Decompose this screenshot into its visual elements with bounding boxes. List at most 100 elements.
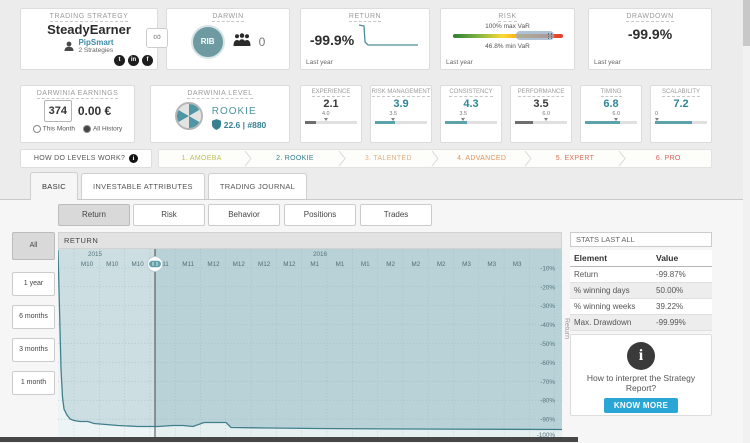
attribute-fill [305,121,316,124]
chart-title-bar: RETURN [58,232,562,249]
svg-text:M1: M1 [310,261,319,268]
facebook-icon[interactable]: f [142,55,153,66]
community-average-label: 3.5 [459,111,468,117]
var-grip-icon [547,32,552,39]
svg-text:M2: M2 [386,261,395,268]
vertical-scrollbar-thumb[interactable] [743,0,750,46]
svg-text:-60%: -60% [540,360,555,367]
svg-text:M1: M1 [336,261,345,268]
stats-table: Element Value Return -99.87% % winning day… [570,250,712,331]
stats-table-header: Element Value [570,250,712,267]
tab-investable-attributes[interactable]: INVESTABLE ATTRIBUTES [81,173,205,199]
table-row: % winning days 50.00% [570,283,712,299]
level-step-rookie[interactable]: 2. ROOKIE [276,155,314,162]
svg-text:M3: M3 [462,261,471,268]
linkedin-icon[interactable]: in [128,55,139,66]
svg-text:M10: M10 [131,261,144,268]
risk-gradient-bar [452,34,563,38]
darwin-badge[interactable]: RIB [190,25,225,59]
level-score-value: 22.6 | #880 [223,120,267,130]
link-strategy-darwin-button[interactable]: ∞ [146,28,168,48]
period-label: Last year [446,59,473,66]
table-row: Max. Drawdown -99.99% [570,315,712,331]
strategies-count: 2 Strategies [78,47,114,54]
subtab-positions[interactable]: Positions [284,204,356,226]
attribute-track [305,121,357,124]
var-range-handle[interactable] [516,31,554,40]
community-average-label: 0 [655,111,659,117]
trading-strategy-card: TRADING STRATEGY SteadyEarner PipSmart 2… [20,8,158,70]
community-average-label: 6.0 [612,111,621,117]
twitter-icon[interactable]: t [114,55,125,66]
svg-text:M12: M12 [283,261,296,268]
community-average-label: 4.0 [321,111,330,117]
darwinia-level-card: DARWINIA LEVEL ROOKIE 22.6 | #880 [150,85,290,143]
horizontal-scrollbar[interactable] [0,437,578,442]
attribute-fill [375,121,396,124]
var-slider[interactable] [452,31,563,40]
level-step-expert[interactable]: 5. EXPERT [555,155,595,162]
attribute-value: 3.9 [393,98,409,110]
card-title: DARWIN [212,13,244,22]
filter-6-months[interactable]: 6 months [12,305,55,329]
know-more-button[interactable]: KNOW MORE [603,398,679,414]
shield-icon [211,118,221,132]
chevron-right-icon [618,150,626,167]
return-line [57,249,563,431]
subtab-risk[interactable]: Risk [133,204,205,226]
filter-3-months[interactable]: 3 months [12,338,55,362]
attribute-card-experience: EXPERIENCE 2.1 4.0 [300,85,362,143]
min-var-label: 46.8% min VaR [485,43,530,50]
chevron-right-icon [338,150,346,167]
attribute-track [655,121,707,124]
filter-all[interactable]: All [12,232,55,260]
trader-avatar-icon [64,38,74,56]
level-step-amoeba[interactable]: 1. AMOEBA [181,155,222,162]
x-axis-labels: M10 M10 M10 M11 M11 M12 M12 M12 M12 M1 M1 M1 M2 M2 M2 M… [81,261,522,268]
svg-text:M12: M12 [258,261,271,268]
chart-cursor-handle[interactable] [147,256,163,272]
earnings-amount: 0.00 € [77,104,112,118]
attribute-card-timing: TIMING 6.8 6.0 [580,85,642,143]
this-month-radio[interactable]: This Month [32,125,75,133]
card-title: DARWINIA LEVEL [187,90,253,99]
subtab-behavior[interactable]: Behavior [208,204,280,226]
attribute-fill [585,121,621,124]
level-step-pro[interactable]: 6. PRO [655,155,681,162]
community-average-marker [544,117,549,121]
level-pie-icon [174,101,204,136]
community-average-label: 6.0 [542,111,551,117]
tab-trading-journal[interactable]: TRADING JOURNAL [207,173,308,199]
level-step-talented[interactable]: 3. TALENTED [364,155,412,162]
svg-text:M11: M11 [157,261,169,268]
svg-text:M10: M10 [106,261,119,268]
chevron-right-icon [524,150,532,167]
card-title: RETURN [348,13,382,22]
attribute-track [585,121,637,124]
filter-1-month[interactable]: 1 month [12,371,55,395]
svg-text:-100%: -100% [537,432,556,438]
subtab-trades[interactable]: Trades [360,204,432,226]
card-title: RISK [498,13,517,22]
svg-text:-90%: -90% [540,417,555,424]
investors-icon [233,33,251,51]
chevron-right-icon [244,150,252,167]
vertical-scrollbar[interactable] [743,0,750,443]
drawdown-card: DRAWDOWN -99.9% Last year [588,8,712,70]
filter-1-year[interactable]: 1 year [12,272,55,296]
help-text: How to interpret the Strategy Report? [586,373,696,394]
year-label: 2015 [88,251,103,258]
attribute-value: 7.2 [673,98,689,110]
card-title: TRADING STRATEGY [49,13,129,22]
attribute-track [445,121,497,124]
svg-text:M12: M12 [207,261,220,268]
level-step-advanced[interactable]: 4. ADVANCED [457,155,507,162]
subtab-return[interactable]: Return [58,204,130,226]
all-history-radio[interactable]: All History [82,125,122,133]
attribute-fill [515,121,534,124]
tab-basic[interactable]: BASIC [30,172,79,200]
return-area [58,249,562,430]
how-do-levels-work-button[interactable]: HOW DO LEVELS WORK? i [20,149,152,168]
owner-link[interactable]: PipSmart [78,38,114,47]
svg-text:M2: M2 [412,261,421,268]
